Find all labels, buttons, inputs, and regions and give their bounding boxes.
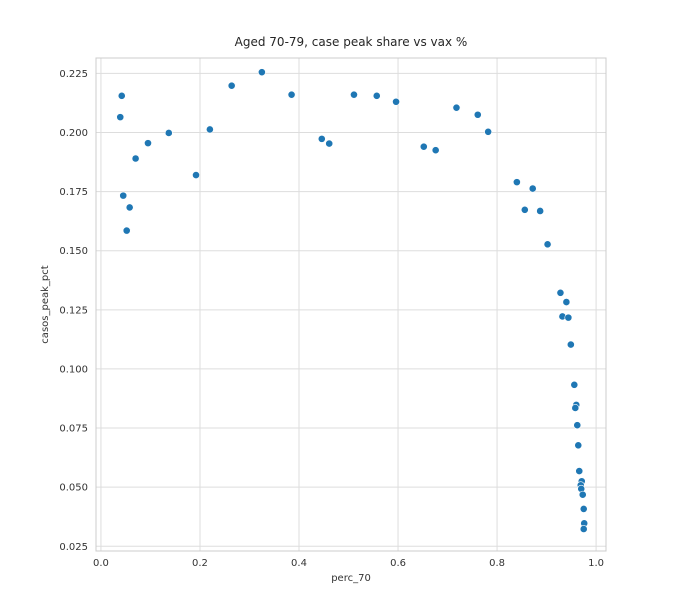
data-point — [117, 91, 126, 100]
data-point — [131, 154, 140, 163]
data-point — [205, 125, 214, 134]
data-point — [325, 139, 334, 148]
data-point — [520, 205, 529, 214]
data-point — [562, 298, 571, 306]
data-point — [578, 490, 587, 499]
y-tick-label: 0.100 — [59, 364, 88, 375]
data-point — [350, 90, 358, 99]
y-tick-labels: 0.025 0.050 0.075 0.100 0.125 0.150 0.175 0.200… — [59, 69, 88, 553]
data-point — [573, 421, 582, 430]
y-tick-label: 0.050 — [59, 483, 88, 494]
data-point — [574, 441, 583, 450]
data-point — [528, 184, 537, 193]
data-point — [484, 127, 493, 136]
y-tick-label: 0.150 — [59, 246, 88, 257]
data-point — [144, 139, 152, 148]
x-tick-label: 0.4 — [291, 558, 307, 569]
data-point — [566, 340, 575, 349]
data-point — [536, 207, 545, 215]
y-tick-label: 0.200 — [59, 128, 88, 139]
data-point — [227, 81, 236, 90]
chart-title: Aged 70-79, case peak share vs vax % — [235, 35, 468, 49]
data-point — [372, 91, 381, 100]
data-points — [116, 68, 589, 533]
data-point — [579, 505, 588, 513]
x-tick-label: 0.8 — [489, 558, 505, 569]
y-tick-label: 0.125 — [59, 305, 88, 316]
y-tick-label: 0.225 — [59, 69, 88, 80]
data-point — [579, 525, 588, 533]
data-point — [192, 171, 200, 179]
data-point — [392, 97, 400, 106]
plot-area-frame — [95, 57, 607, 552]
data-point — [431, 146, 440, 155]
data-point — [473, 110, 482, 119]
data-point — [512, 178, 521, 187]
data-point — [452, 103, 461, 112]
y-tick-label: 0.025 — [59, 542, 88, 553]
x-tick-label: 0.2 — [192, 558, 208, 569]
data-point — [571, 404, 580, 412]
data-point — [575, 467, 584, 475]
data-point — [116, 113, 125, 122]
data-point — [125, 203, 134, 212]
data-point — [419, 142, 428, 151]
x-axis-label: perc_70 — [331, 573, 371, 584]
y-tick-label: 0.175 — [59, 187, 88, 198]
grid — [96, 58, 606, 551]
data-point — [122, 226, 131, 235]
y-tick-label: 0.075 — [59, 424, 88, 435]
x-tick-label: 0.6 — [390, 558, 406, 569]
data-point — [287, 90, 296, 99]
x-tick-label: 0.0 — [93, 558, 109, 569]
data-point — [119, 191, 128, 200]
data-point — [556, 288, 565, 297]
data-point — [570, 380, 579, 389]
data-point — [317, 134, 326, 143]
data-point — [564, 313, 573, 322]
data-point — [257, 68, 266, 77]
data-point — [543, 240, 552, 249]
x-tick-labels: 0.0 0.2 0.4 0.6 0.8 1.0 — [93, 558, 604, 569]
y-axis-label: casos_peak_pct — [40, 265, 51, 343]
data-point — [164, 129, 173, 137]
x-tick-label: 1.0 — [588, 558, 604, 569]
